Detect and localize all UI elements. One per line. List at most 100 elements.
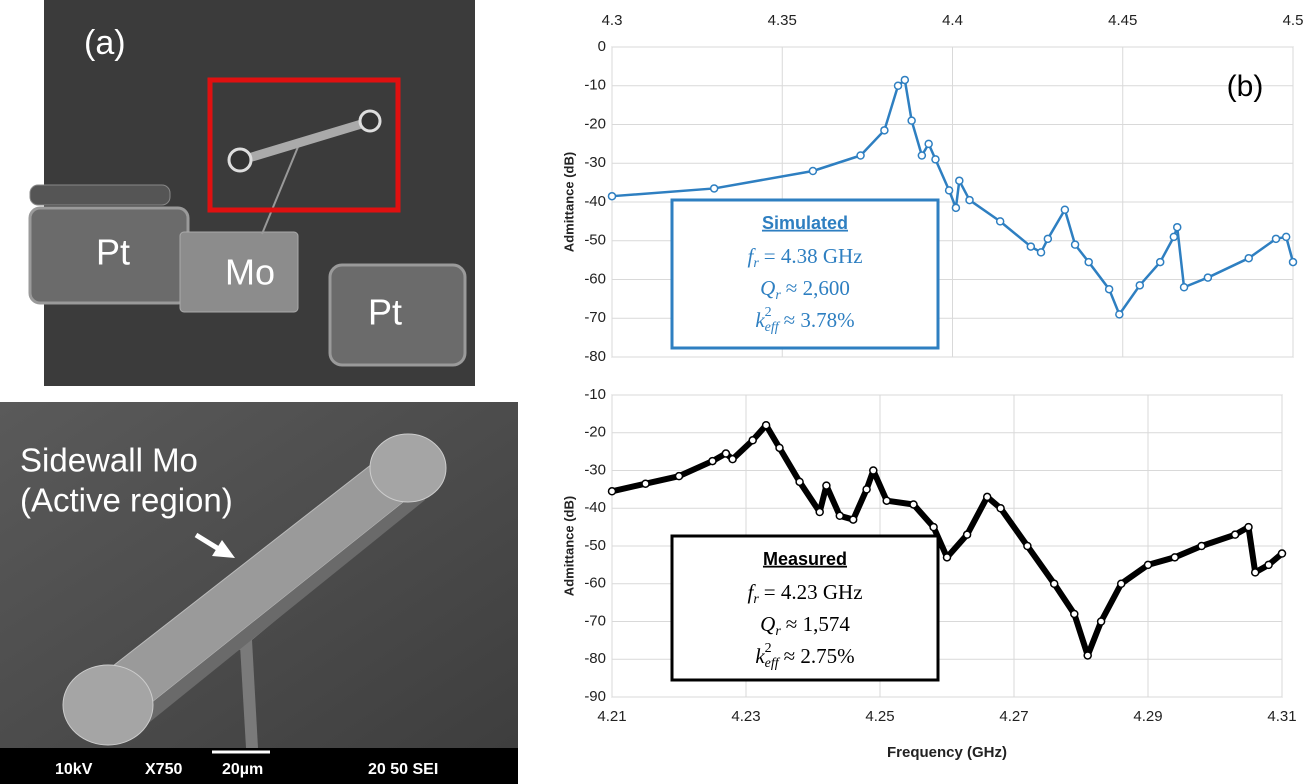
x-tick-label: 4.5 [1283,12,1304,29]
y-tick-label: -40 [584,499,606,516]
data-point [870,467,877,474]
y-tick-label: -20 [584,115,606,132]
math-sup: 2 [765,641,772,656]
data-point [709,458,716,465]
math-sub: r [753,592,759,607]
data-point [952,204,959,211]
data-point [946,187,953,194]
data-point [881,127,888,134]
data-point [1051,580,1058,587]
y-tick-label: -60 [584,270,606,287]
data-point [1174,224,1181,231]
data-point [1027,243,1034,250]
data-point [1290,259,1297,266]
y-tick-label: -90 [584,688,606,705]
pad-label: Pt [368,292,402,333]
legend-line: Qr≈ 2,600 [760,276,850,303]
data-point [1024,543,1031,550]
x-tick-label: 4.27 [999,708,1028,725]
data-point [930,524,937,531]
math-symbol: Q [760,612,775,636]
data-point [918,152,925,159]
resonator-end [229,149,251,171]
legend-line: fr= 4.23 GHz [747,580,862,607]
data-point [1232,531,1239,538]
x-tick-label: 4.31 [1267,708,1296,725]
data-point [1084,652,1091,659]
math-symbol: Q [760,276,775,300]
y-tick-label: 0 [598,38,606,55]
data-point [956,177,963,184]
data-point [642,480,649,487]
math-text: = 4.38 GHz [764,244,863,268]
y-tick-label: -70 [584,309,606,326]
data-point [1272,235,1279,242]
data-point [883,497,890,504]
x-tick-label: 4.3 [602,12,623,29]
beam-end [63,665,153,745]
x-tick-label: 4.23 [731,708,760,725]
data-point [816,509,823,516]
data-point [609,193,616,200]
data-point [1171,554,1178,561]
x-axis-label: Frequency (GHz) [887,744,1007,761]
data-point [1116,311,1123,318]
y-tick-label: -10 [584,77,606,94]
math-sub: eff [765,656,781,671]
x-tick-label: 4.4 [942,12,963,29]
x-tick-label: 4.45 [1108,12,1137,29]
info-text: 10kV [55,761,93,778]
data-point [932,156,939,163]
math-sub: eff [765,320,781,335]
data-point [1283,233,1290,240]
y-tick-label: -30 [584,461,606,478]
math-sub: r [753,256,759,271]
data-point [997,218,1004,225]
legend-line: fr= 4.38 GHz [747,244,862,271]
data-point [836,512,843,519]
data-point [966,197,973,204]
math-text: ≈ 1,574 [786,612,851,636]
data-point [1245,524,1252,531]
data-point [1181,284,1188,291]
data-point [850,516,857,523]
data-point [776,444,783,451]
y-axis-label: Admittance (dB) [561,152,576,252]
data-point [796,478,803,485]
data-point [1198,543,1205,550]
data-point [1170,233,1177,240]
caption: Sidewall Mo [20,442,198,479]
data-point [1085,259,1092,266]
pad-label: Mo [225,252,275,293]
info-text: X750 [145,761,182,778]
math-text: ≈ 2.75% [784,644,855,668]
data-point [1106,286,1113,293]
data-point [964,531,971,538]
data-point [1072,241,1079,248]
data-point [901,76,908,83]
panel-sem: Sidewall Mo (Active region) 10kV X750 20… [0,402,518,784]
y-tick-label: -30 [584,154,606,171]
y-tick-label: -80 [584,650,606,667]
data-point [609,488,616,495]
math-text: = 4.23 GHz [764,580,863,604]
pad-edge [30,185,170,205]
data-point [823,482,830,489]
data-point [1252,569,1259,576]
resonator-end [360,111,380,131]
data-point [895,82,902,89]
y-axis-label: Admittance (dB) [561,496,576,596]
data-point [1044,235,1051,242]
data-point [1157,259,1164,266]
info-text: 20µm [222,761,263,778]
legend-title: Measured [763,549,847,569]
data-point [863,486,870,493]
data-point [1245,255,1252,262]
data-point [944,554,951,561]
info-text: 20 50 SEI [368,761,438,778]
data-point [676,473,683,480]
data-point [925,140,932,147]
math-text: ≈ 3.78% [784,308,855,332]
y-tick-label: -20 [584,424,606,441]
data-point [857,152,864,159]
